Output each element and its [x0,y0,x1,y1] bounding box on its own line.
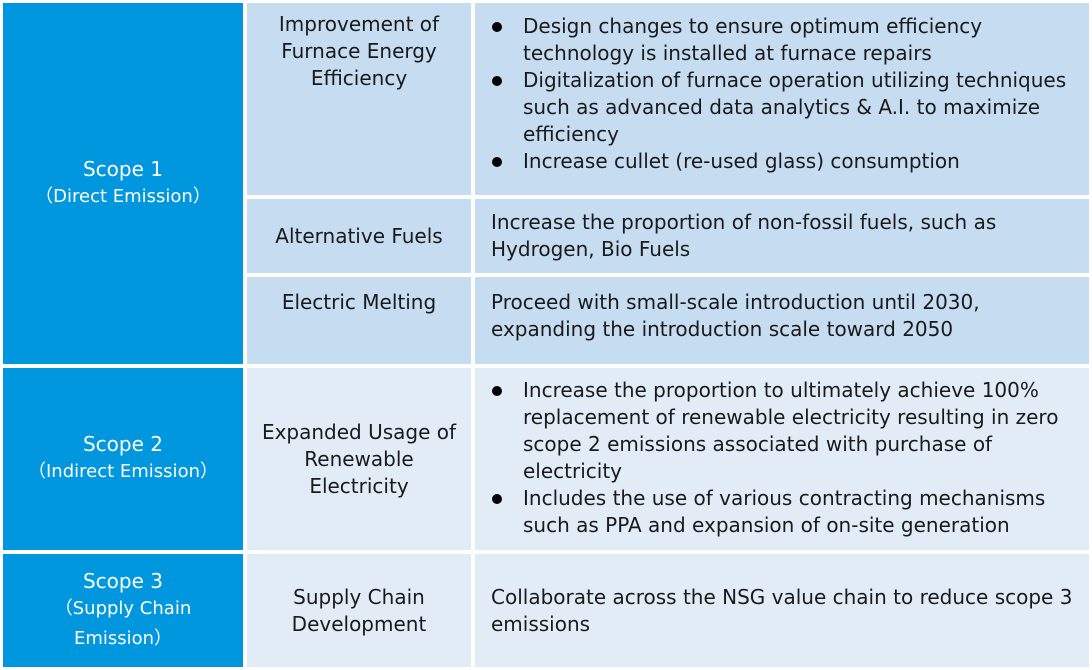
scope-2-cell: Scope 2 （Indirect Emission） [3,368,243,550]
scope-subtitle: （Indirect Emission） [28,461,218,482]
measure-text: Collaborate across the NSG value chain t… [491,584,1073,636]
list-item: Increase cullet (re-used glass) consumpt… [475,148,1079,175]
measure-name: Electric Melting [281,290,437,314]
list-item: Increase the proportion to ultimately ac… [475,377,1079,485]
scope-1-cell: Scope 1 （Direct Emission） [3,3,243,364]
scope-3-cell: Scope 3 （Supply Chain Emission） [3,554,243,667]
measure-name-cell: Expanded Usage of Renewable Electricity [247,368,471,550]
emission-reduction-table: Scope 1 （Direct Emission） Improvement of… [3,3,1089,667]
measure-desc-cell: Increase the proportion of non-fossil fu… [475,199,1089,273]
measure-name: Supply Chain Development [291,584,427,636]
scope-subtitle: （Supply Chain [54,597,192,619]
measure-name-cell: Alternative Fuels [247,199,471,273]
measure-text: Proceed with small-scale introduction un… [491,290,980,341]
bullet-list: Increase the proportion to ultimately ac… [475,377,1079,539]
scope-title: Scope 2 [82,432,163,456]
measure-desc-cell: Increase the proportion to ultimately ac… [475,368,1089,550]
scope-title: Scope 1 [82,156,163,181]
measure-name: Expanded Usage of Renewable Electricity [261,419,457,498]
scope-title: Scope 3 [82,568,163,593]
measure-text: Increase the proportion of non-fossil fu… [491,210,997,261]
list-item: Design changes to ensure optimum efficie… [475,13,1079,67]
measure-desc-cell: Collaborate across the NSG value chain t… [475,554,1089,667]
measure-desc-cell: Design changes to ensure optimum efficie… [475,3,1089,195]
scope-subtitle: Emission） [73,627,173,649]
list-item: Digitalization of furnace operation util… [475,67,1079,148]
measure-name: Improvement of Furnace Energy Efficiency [278,12,440,90]
measure-name-cell: Improvement of Furnace Energy Efficiency [247,3,471,195]
scope-subtitle: （Direct Emission） [35,185,211,207]
list-item: Includes the use of various contracting … [475,485,1079,539]
bullet-list: Design changes to ensure optimum efficie… [475,13,1079,175]
measure-name-cell: Supply Chain Development [247,554,471,667]
measure-name-cell: Electric Melting [247,277,471,364]
measure-name: Alternative Fuels [275,223,443,248]
measure-desc-cell: Proceed with small-scale introduction un… [475,277,1089,364]
